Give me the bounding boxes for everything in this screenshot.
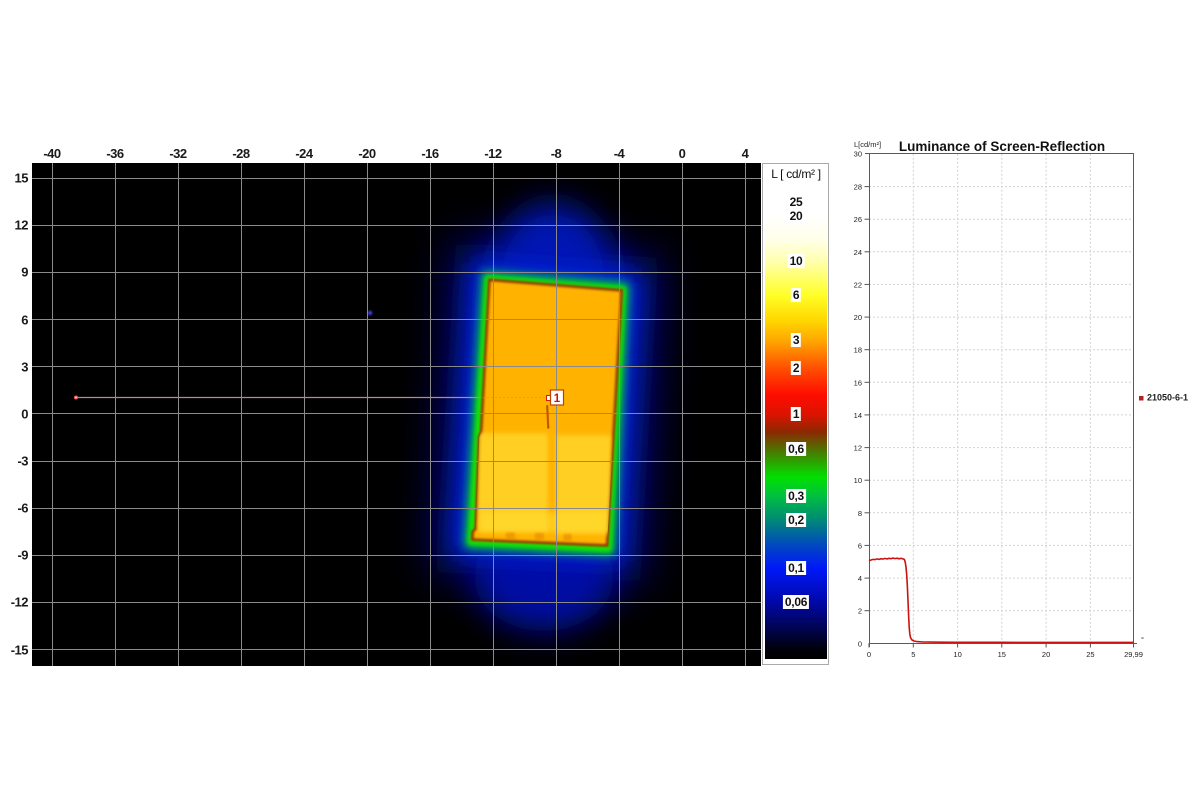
svg-text:16: 16 <box>854 378 862 387</box>
svg-text:1: 1 <box>554 393 561 405</box>
svg-text:L[cd/m²]: L[cd/m²] <box>854 140 881 149</box>
svg-text:28: 28 <box>854 183 862 192</box>
svg-text:25: 25 <box>1086 650 1094 659</box>
svg-text:°: ° <box>1141 635 1144 644</box>
svg-text:30: 30 <box>854 150 862 159</box>
svg-text:29,99: 29,99 <box>1124 650 1143 659</box>
svg-text:14: 14 <box>854 411 862 420</box>
svg-text:10: 10 <box>953 650 961 659</box>
svg-text:4: 4 <box>858 574 862 583</box>
svg-text:15: 15 <box>998 650 1006 659</box>
svg-text:18: 18 <box>854 346 862 355</box>
svg-text:24: 24 <box>854 248 862 257</box>
svg-text:5: 5 <box>911 650 915 659</box>
svg-text:10: 10 <box>854 476 862 485</box>
svg-text:26: 26 <box>854 215 862 224</box>
svg-text:8: 8 <box>858 509 862 518</box>
svg-text:22: 22 <box>854 280 862 289</box>
svg-text:20: 20 <box>1042 650 1050 659</box>
svg-text:Luminance of Screen-Reflection: Luminance of Screen-Reflection <box>899 139 1105 154</box>
svg-text:0: 0 <box>867 650 871 659</box>
svg-text:6: 6 <box>858 541 862 550</box>
svg-text:20: 20 <box>854 313 862 322</box>
svg-text:21050-6-1: 21050-6-1 <box>1147 393 1188 403</box>
svg-text:0: 0 <box>858 639 862 648</box>
svg-text:12: 12 <box>854 444 862 453</box>
svg-text:2: 2 <box>858 607 862 616</box>
